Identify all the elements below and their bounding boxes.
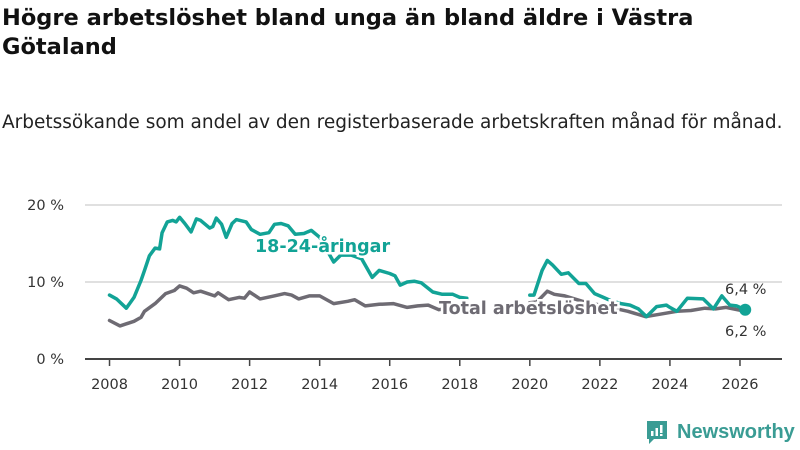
brand-name: Newsworthy xyxy=(677,420,795,443)
end-point-marker xyxy=(739,303,752,316)
x-tick-label: 2012 xyxy=(231,377,268,393)
chart-title: Högre arbetslöshet bland unga än bland ä… xyxy=(2,5,694,60)
end-label-youth: 6,4 % xyxy=(725,282,766,298)
x-tick-label: 2014 xyxy=(301,377,338,393)
y-tick-label: 0 % xyxy=(36,352,64,368)
newsworthy-logo: Newsworthy xyxy=(645,419,795,445)
x-tick-label: 2024 xyxy=(651,377,688,393)
series-line-total xyxy=(107,284,747,328)
end-label-total: 6,2 % xyxy=(725,324,766,340)
series-label-youth: 18-24-åringar xyxy=(255,235,390,257)
x-tick-label: 2016 xyxy=(371,377,408,393)
y-tick-label: 20 % xyxy=(27,198,64,214)
series-line-youth xyxy=(107,215,747,319)
x-tick-label: 2008 xyxy=(91,377,128,393)
x-tick-label: 2018 xyxy=(441,377,478,393)
line-chart: 0 % 10 % 20 % 2008 2010 2012 2014 2016 2018 2020 2… xyxy=(27,198,782,393)
y-tick-label: 10 % xyxy=(27,275,64,291)
x-tick-label: 2020 xyxy=(511,377,548,393)
x-tick-label: 2026 xyxy=(722,377,759,393)
x-tick-label: 2010 xyxy=(161,377,198,393)
bar-chart-badge-icon xyxy=(647,421,667,444)
series-label-total: Total arbetslöshet xyxy=(439,299,618,319)
x-tick-label: 2022 xyxy=(581,377,618,393)
chart-subtitle: Arbetssökande som andel av den registerb… xyxy=(2,112,783,133)
